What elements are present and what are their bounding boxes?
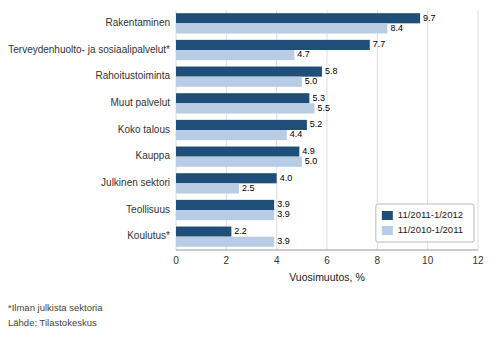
bar <box>176 210 274 220</box>
bar <box>176 103 314 113</box>
y-axis: Rakentaminen Terveydenhuolto- ja sosiaali… <box>8 17 170 241</box>
legend: 11/2011-1/2012 11/2010-1/2011 <box>376 204 474 242</box>
data-label: 2.2 <box>234 226 247 236</box>
data-label: 3.9 <box>277 236 290 246</box>
bar <box>176 200 274 210</box>
x-tick-label: 6 <box>324 255 330 266</box>
data-label: 5.3 <box>312 93 325 103</box>
data-label: 4.4 <box>290 129 303 139</box>
bar <box>176 13 420 23</box>
bar <box>176 93 309 103</box>
category-label: Kauppa <box>136 150 171 161</box>
bar <box>176 130 287 140</box>
bars <box>176 13 420 247</box>
data-label: 4.0 <box>280 173 293 183</box>
category-label: Rahoitustoiminta <box>96 70 171 81</box>
x-axis-line <box>176 250 478 251</box>
legend-label: 11/2011-1/2012 <box>398 209 463 220</box>
bar <box>176 50 294 60</box>
bar <box>176 23 387 33</box>
data-label: 5.2 <box>310 119 323 129</box>
data-label: 7.7 <box>373 39 386 49</box>
category-label: Julkinen sektori <box>101 177 170 188</box>
x-tick-label: 8 <box>375 255 381 266</box>
bar <box>176 67 322 77</box>
legend-label: 11/2010-1/2011 <box>398 224 463 235</box>
data-label: 5.0 <box>305 76 318 86</box>
x-axis: 0 2 4 6 8 10 12 <box>173 250 484 266</box>
grid-line <box>478 10 479 250</box>
bar <box>176 237 274 247</box>
chart: Rakentaminen Terveydenhuolto- ja sosiaali… <box>0 0 496 341</box>
bar <box>176 157 302 167</box>
bar <box>176 77 302 87</box>
legend-swatch <box>382 226 393 235</box>
legend-frame <box>376 204 474 242</box>
legend-swatch <box>382 211 393 220</box>
data-label: 3.9 <box>277 209 290 219</box>
data-label: 4.7 <box>297 49 310 59</box>
category-label: Terveydenhuolto- ja sosiaalipalvelut* <box>8 44 170 55</box>
x-tick-label: 0 <box>173 255 179 266</box>
category-label: Muut palvelut <box>111 97 171 108</box>
data-label: 4.9 <box>302 146 315 156</box>
footnote: *Ilman julkista sektoria <box>8 302 103 313</box>
category-label: Koko talous <box>118 124 170 135</box>
data-label: 5.0 <box>305 156 318 166</box>
data-label: 5.8 <box>325 66 338 76</box>
data-label: 8.4 <box>390 23 403 33</box>
footnote: Lähde: Tilastokeskus <box>8 317 97 328</box>
x-axis-label: Vuosimuutos, % <box>289 271 364 283</box>
data-label: 9.7 <box>423 13 436 23</box>
grid <box>176 10 478 250</box>
bar <box>176 147 299 157</box>
x-tick-label: 10 <box>422 255 434 266</box>
category-label: Teollisuus <box>126 204 170 215</box>
bar <box>176 40 370 50</box>
data-label: 3.9 <box>277 199 290 209</box>
data-label: 2.5 <box>242 183 255 193</box>
category-label: Rakentaminen <box>106 17 170 28</box>
x-tick-label: 2 <box>224 255 230 266</box>
bar <box>176 183 239 193</box>
category-label: Koulutus* <box>127 230 170 241</box>
bar <box>176 173 277 183</box>
data-label: 5.5 <box>317 103 330 113</box>
bar <box>176 120 307 130</box>
bar <box>176 227 231 237</box>
x-tick-label: 4 <box>274 255 280 266</box>
x-tick-label: 12 <box>472 255 484 266</box>
